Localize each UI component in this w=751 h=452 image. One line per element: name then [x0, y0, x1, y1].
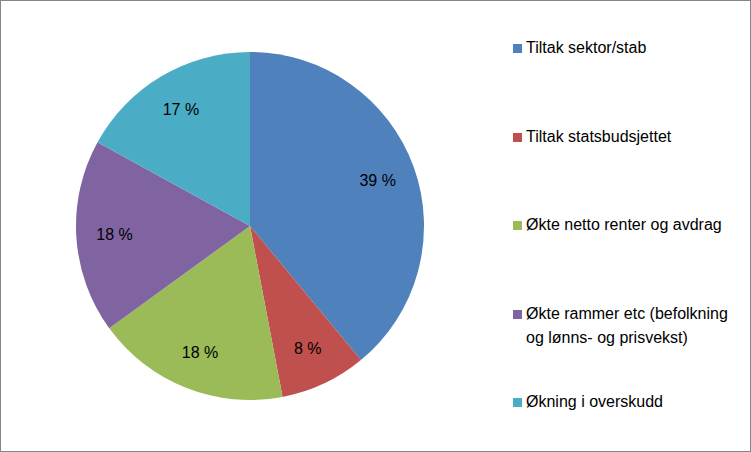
- legend-swatch: [513, 133, 522, 142]
- data-label: 8 %: [294, 340, 322, 357]
- data-labels: 39 % 8 % 18 % 18 % 17 %: [96, 101, 396, 361]
- legend-label: Økning i overskudd: [526, 390, 738, 414]
- legend-label: Økte rammer etc (befolkning og lønns- og…: [526, 302, 738, 350]
- slices: [76, 52, 424, 400]
- legend-swatch: [513, 221, 522, 230]
- data-label: 18 %: [182, 344, 218, 361]
- data-label: 18 %: [96, 226, 132, 243]
- legend-label: Tiltak statsbudsjettet: [526, 125, 738, 149]
- legend-label: Tiltak sektor/stab: [526, 36, 738, 60]
- chart: 39 % 8 % 18 % 18 % 17 % Tiltak sektor/stab Til…: [0, 0, 751, 452]
- legend-swatch: [513, 310, 522, 319]
- pie-slice: [98, 52, 250, 226]
- legend-label: Økte netto renter og avdrag: [526, 213, 738, 237]
- data-label: 17 %: [163, 101, 199, 118]
- legend-swatch: [513, 398, 522, 407]
- data-label: 39 %: [359, 172, 395, 189]
- legend-swatch: [513, 44, 522, 53]
